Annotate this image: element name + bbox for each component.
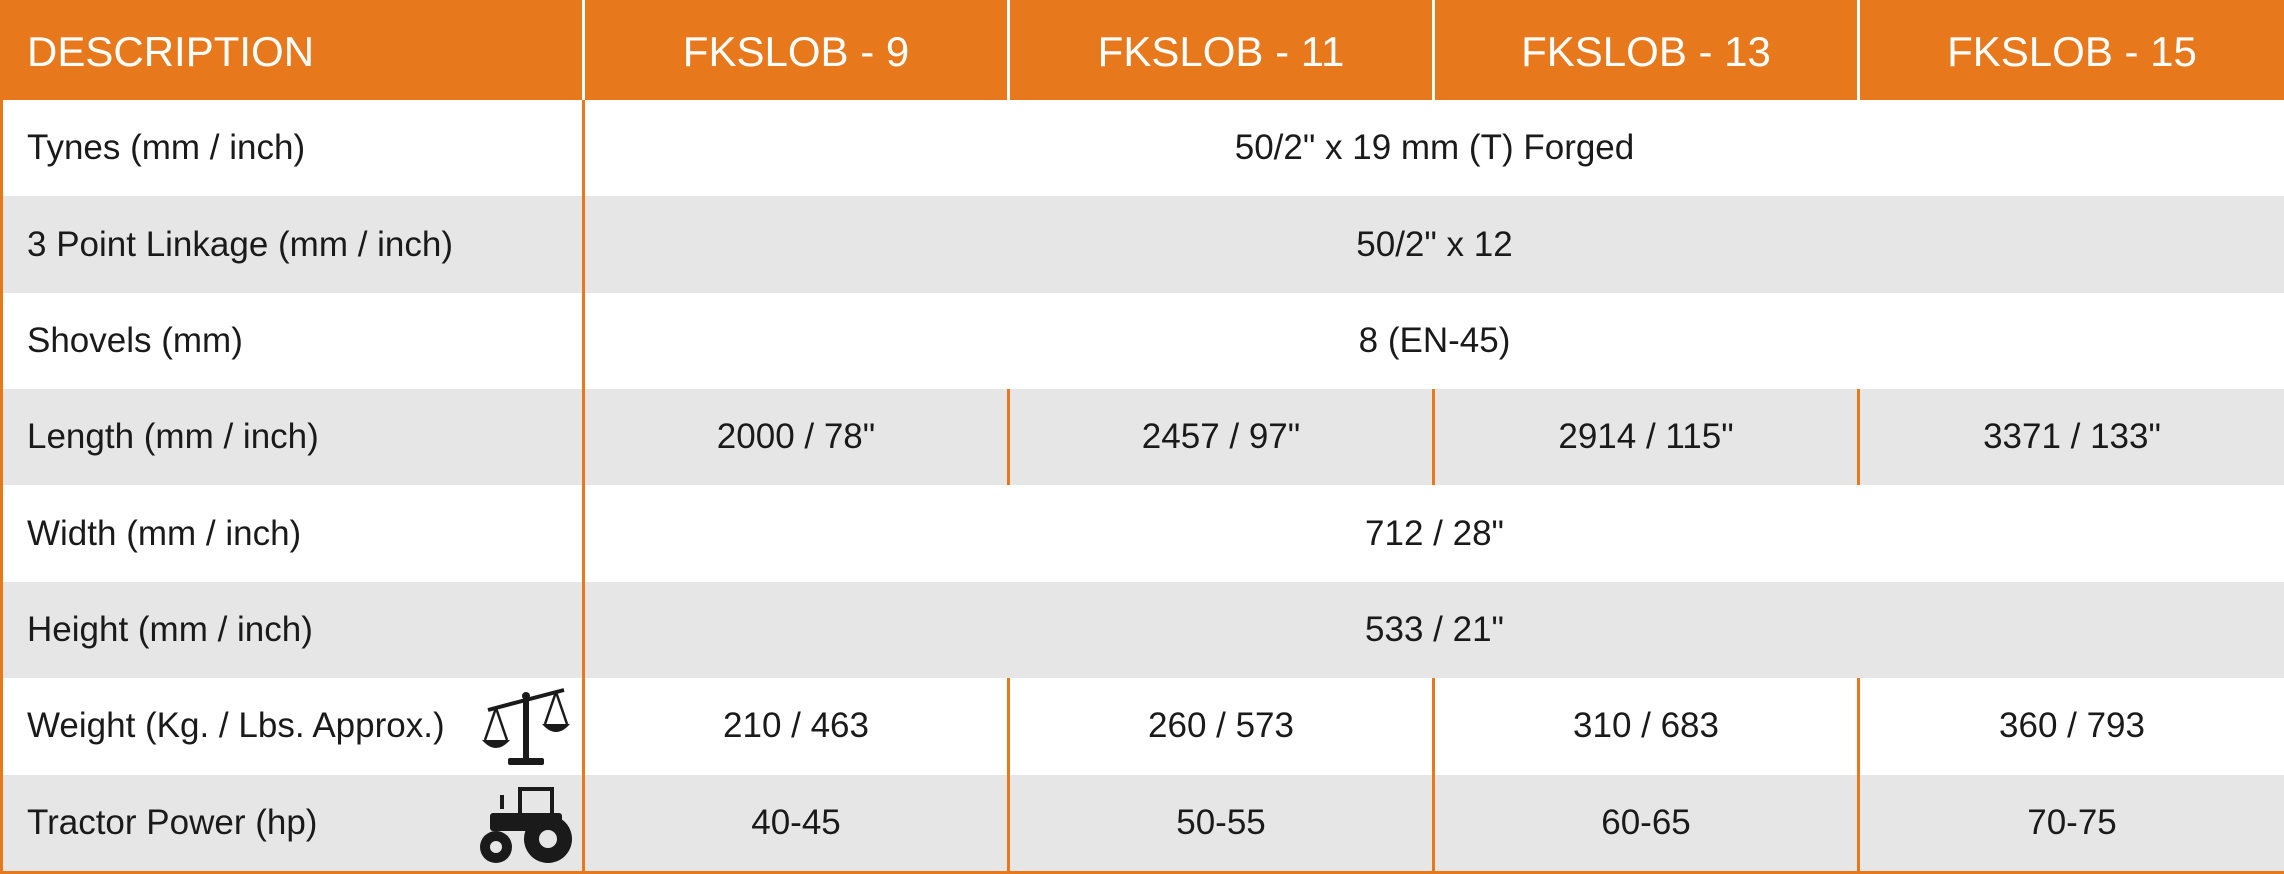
row-value: 60-65 [1432,774,1859,873]
table-row-linkage: 3 Point Linkage (mm / inch) 50/2" x 12 [1,196,2284,293]
row-value: 260 / 573 [1007,678,1434,775]
model-header: FKSLOB - 9 [582,1,1009,100]
row-value: 2000 / 78" [582,389,1009,486]
row-label: Length (mm / inch) [1,389,584,486]
row-label: Height (mm / inch) [1,581,584,679]
row-value: 50/2" x 19 mm (T) Forged [582,100,2284,197]
row-label: Shovels (mm) [1,292,584,390]
row-value: 8 (EN-45) [582,292,2284,390]
row-label: 3 Point Linkage (mm / inch) [1,196,584,293]
row-label: Weight (Kg. / Lbs. Approx.) [27,706,445,746]
row-value: 2457 / 97" [1007,389,1434,486]
row-value: 533 / 21" [582,581,2284,679]
model-header: FKSLOB - 11 [1007,1,1434,100]
table-row-weight: Weight (Kg. / Lbs. Approx.) [1,678,2284,775]
table-row-shovels: Shovels (mm) 8 (EN-45) [1,292,2284,390]
row-value: 40-45 [582,774,1009,873]
table-row-length: Length (mm / inch) 2000 / 78" 2457 / 97"… [1,389,2284,486]
model-header: FKSLOB - 15 [1857,1,2284,100]
row-value: 3371 / 133" [1857,389,2284,486]
row-value: 210 / 463 [582,678,1009,775]
row-label-cell: Tractor Power (hp) [1,774,584,873]
table-row-power: Tractor Power (hp) [1,774,2284,873]
table-row-height: Height (mm / inch) 533 / 21" [1,581,2284,679]
model-header: FKSLOB - 13 [1432,1,1859,100]
row-label: Tynes (mm / inch) [1,100,584,197]
table-row-tynes: Tynes (mm / inch) 50/2" x 19 mm (T) Forg… [1,100,2284,197]
row-label: Width (mm / inch) [1,485,584,582]
row-value: 2914 / 115" [1432,389,1859,486]
scale-icon [482,688,570,766]
row-value: 712 / 28" [582,485,2284,582]
header-row: DESCRIPTION FKSLOB - 9 FKSLOB - 11 FKSLO… [1,1,2284,100]
row-value: 50-55 [1007,774,1434,873]
row-label: Tractor Power (hp) [27,802,318,842]
table-row-width: Width (mm / inch) 712 / 28" [1,485,2284,582]
row-value: 310 / 683 [1432,678,1859,775]
row-value: 70-75 [1857,774,2284,873]
tractor-icon [480,786,572,863]
description-header: DESCRIPTION [1,1,584,100]
row-value: 360 / 793 [1857,678,2284,775]
row-value: 50/2" x 12 [582,196,2284,293]
row-label-cell: Weight (Kg. / Lbs. Approx.) [1,678,584,775]
